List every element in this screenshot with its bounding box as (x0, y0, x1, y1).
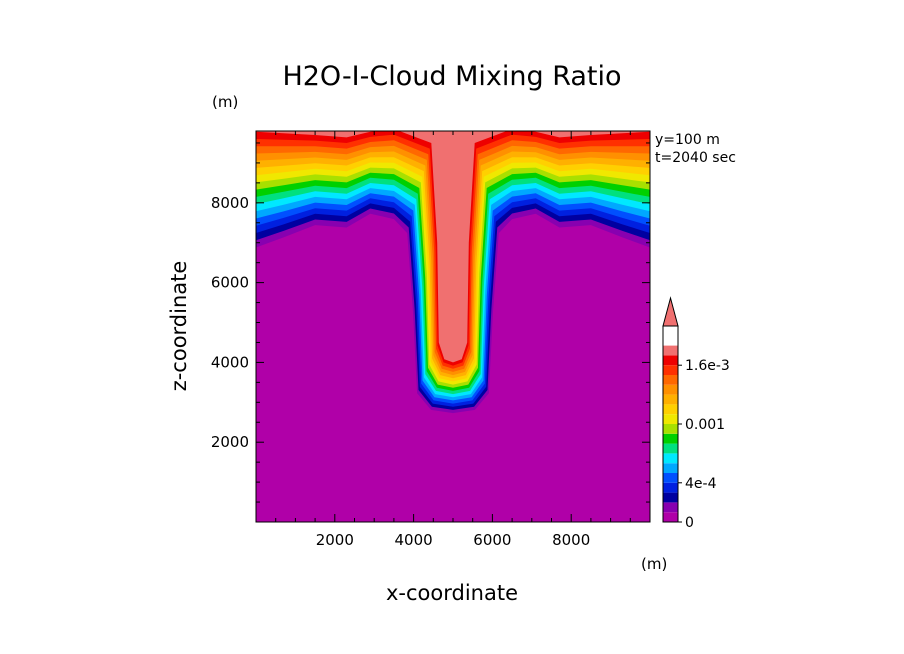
colorbar-segment (663, 394, 678, 405)
colorbar-segment (663, 443, 678, 454)
colorbar-segment (663, 404, 678, 415)
x-tick-label: 4000 (395, 531, 433, 549)
x-unit-label: (m) (641, 555, 667, 573)
y-tick-label: 6000 (211, 274, 249, 292)
x-tick-label: 2000 (316, 531, 354, 549)
colorbar-segment (663, 463, 678, 473)
colorbar-segment (663, 482, 678, 493)
colorbar-segment (663, 375, 678, 385)
annotation-t: t=2040 sec (655, 150, 736, 166)
y-tick-label: 2000 (211, 433, 249, 451)
colorbar: 0 4e-4 0.001 1.6e-3 (662, 296, 730, 531)
colorbar-segment (663, 424, 678, 434)
y-axis-label: z-coordinate (167, 261, 191, 392)
colorbar-segment (663, 473, 678, 483)
y-tick-label: 8000 (211, 194, 249, 212)
colorbar-segment (663, 453, 678, 464)
x-tick-label: 6000 (473, 531, 511, 549)
chart-title: H2O-I-Cloud Mixing Ratio (282, 61, 621, 92)
colorbar-segment (663, 365, 678, 375)
contour-band-17 (256, 131, 650, 363)
colorbar-tick-label: 0 (685, 515, 694, 531)
colorbar-segment (663, 414, 678, 424)
colorbar-segment (663, 384, 678, 395)
colorbar-segment (663, 345, 678, 356)
annotation-y: y=100 m (655, 132, 720, 148)
colorbar-tick-label: 1.6e-3 (685, 358, 730, 374)
x-axis-label: x-coordinate (386, 581, 518, 605)
colorbar-extend-triangle (662, 296, 679, 327)
y-axis-ticks: 2000 4000 6000 8000 (211, 142, 650, 503)
colorbar-segment (663, 355, 678, 366)
x-tick-label: 8000 (552, 531, 590, 549)
y-unit-label: (m) (212, 93, 238, 111)
x-axis-ticks: 2000 4000 6000 8000 (275, 131, 631, 549)
y-tick-label: 4000 (211, 353, 249, 371)
colorbar-segment (663, 492, 678, 503)
colorbar-tick-label: 4e-4 (685, 476, 717, 492)
colorbar-segment (663, 502, 678, 513)
colorbar-segment (663, 512, 678, 522)
contour-fill-layer (256, 131, 650, 414)
colorbar-segment (663, 433, 678, 444)
colorbar-tick-label: 0.001 (685, 417, 725, 433)
